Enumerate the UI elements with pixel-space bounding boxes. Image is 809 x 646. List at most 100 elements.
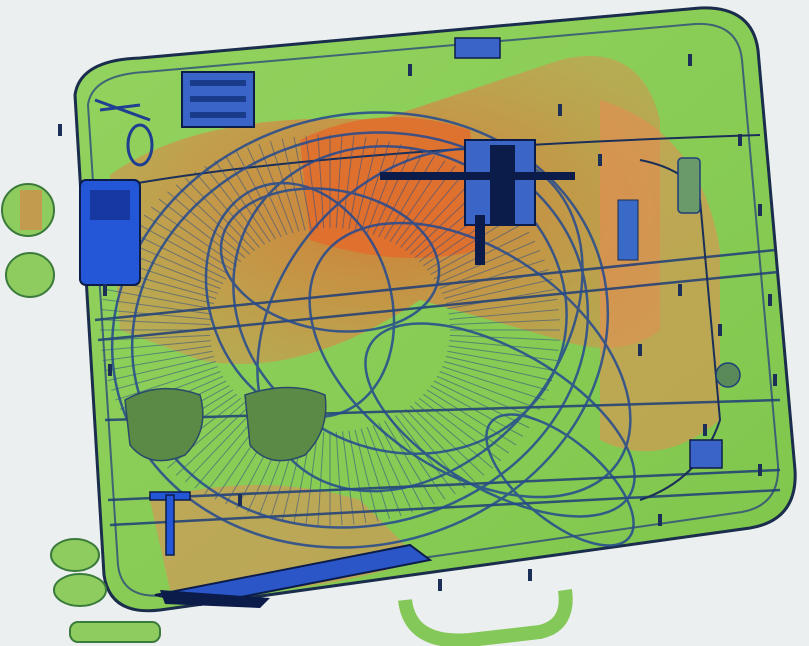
fan-line — [317, 134, 325, 229]
fan-line — [204, 165, 266, 245]
t-shaped-tool — [149, 491, 191, 556]
fan-line — [405, 408, 476, 483]
rivet — [58, 124, 62, 136]
rivet — [773, 374, 777, 386]
fan-line — [305, 135, 318, 229]
fan-line — [372, 425, 413, 513]
shoe-insoles — [124, 386, 327, 462]
battery-pack — [181, 71, 255, 128]
fan-line — [384, 155, 435, 240]
fan-line — [225, 155, 276, 240]
rivet — [658, 514, 662, 526]
fan-line — [449, 334, 560, 341]
fan-line — [360, 141, 391, 232]
rivets — [58, 54, 777, 591]
fan-line — [130, 231, 227, 280]
fan-line — [175, 184, 251, 255]
fan-line — [384, 420, 435, 505]
fan-line — [372, 147, 413, 235]
fan-line — [418, 397, 502, 462]
fan-line — [448, 345, 558, 362]
rivet — [108, 364, 112, 376]
left-blue-device — [79, 179, 141, 286]
fan-line — [414, 401, 493, 469]
fan-line — [441, 259, 545, 294]
fan-line — [175, 405, 251, 476]
fan-line — [447, 350, 556, 372]
fan-line — [305, 431, 318, 525]
fan-line — [449, 309, 559, 320]
fan-line — [433, 380, 530, 429]
fan-line — [409, 405, 485, 476]
rivet — [598, 154, 602, 166]
rivet — [558, 104, 562, 116]
fan-line — [293, 136, 312, 230]
scissors-object — [94, 98, 154, 167]
rivet — [758, 464, 762, 476]
fan-line — [449, 319, 560, 326]
fan-line — [445, 355, 553, 382]
fan-line — [436, 375, 536, 420]
fan-line — [342, 431, 355, 525]
rivet — [408, 64, 412, 76]
fan-line — [378, 151, 424, 238]
fan-line — [107, 355, 215, 382]
fan-line — [104, 350, 213, 372]
fan-line — [441, 366, 545, 401]
fan-line — [158, 198, 242, 263]
rivet — [678, 284, 682, 296]
fan-line — [426, 389, 517, 446]
fan-line — [400, 171, 466, 248]
fan-line — [448, 298, 558, 315]
fan-line — [269, 141, 300, 232]
long-blade — [154, 543, 433, 608]
fan-line — [389, 418, 446, 500]
dense-electronic-block — [380, 139, 575, 265]
fan-line — [348, 430, 367, 524]
fan-line — [400, 412, 466, 489]
fan-line — [378, 422, 424, 509]
fan-line — [445, 278, 553, 305]
fan-line — [124, 240, 224, 285]
fan-line — [366, 143, 402, 234]
fan-line — [247, 147, 288, 235]
fan-line — [443, 269, 549, 299]
fan-line — [143, 214, 234, 271]
fan-line — [115, 366, 219, 401]
fan-line — [447, 288, 556, 310]
fan-line — [430, 385, 524, 437]
fan-line — [101, 309, 211, 320]
fan-line — [317, 431, 325, 526]
rivet — [638, 344, 642, 356]
fan-line — [360, 428, 391, 519]
fan-line — [167, 191, 246, 259]
suitcase-handle — [398, 589, 573, 646]
fan-line — [236, 151, 282, 238]
fan-line — [439, 250, 541, 289]
fan-line — [184, 177, 255, 252]
right-side-components — [617, 157, 741, 469]
fan-line — [335, 134, 343, 229]
fan-line — [136, 223, 230, 275]
fan-line — [439, 371, 541, 410]
fan-line — [111, 361, 217, 391]
top-clasp — [454, 37, 501, 59]
rivet — [758, 204, 762, 216]
frame-rails — [99, 134, 761, 501]
fan-line — [354, 429, 379, 522]
fan-line — [104, 288, 213, 310]
fan-line — [281, 138, 306, 231]
fan-line — [354, 138, 379, 231]
fan-line — [449, 340, 559, 351]
rivet — [528, 569, 532, 581]
fan-line — [394, 415, 456, 495]
fan-line — [366, 426, 402, 517]
fan-line — [405, 177, 476, 252]
fan-line — [348, 136, 367, 230]
fan-line — [214, 160, 271, 242]
fan-line — [194, 171, 260, 248]
fan-line — [335, 431, 343, 526]
fan-line — [443, 361, 549, 391]
